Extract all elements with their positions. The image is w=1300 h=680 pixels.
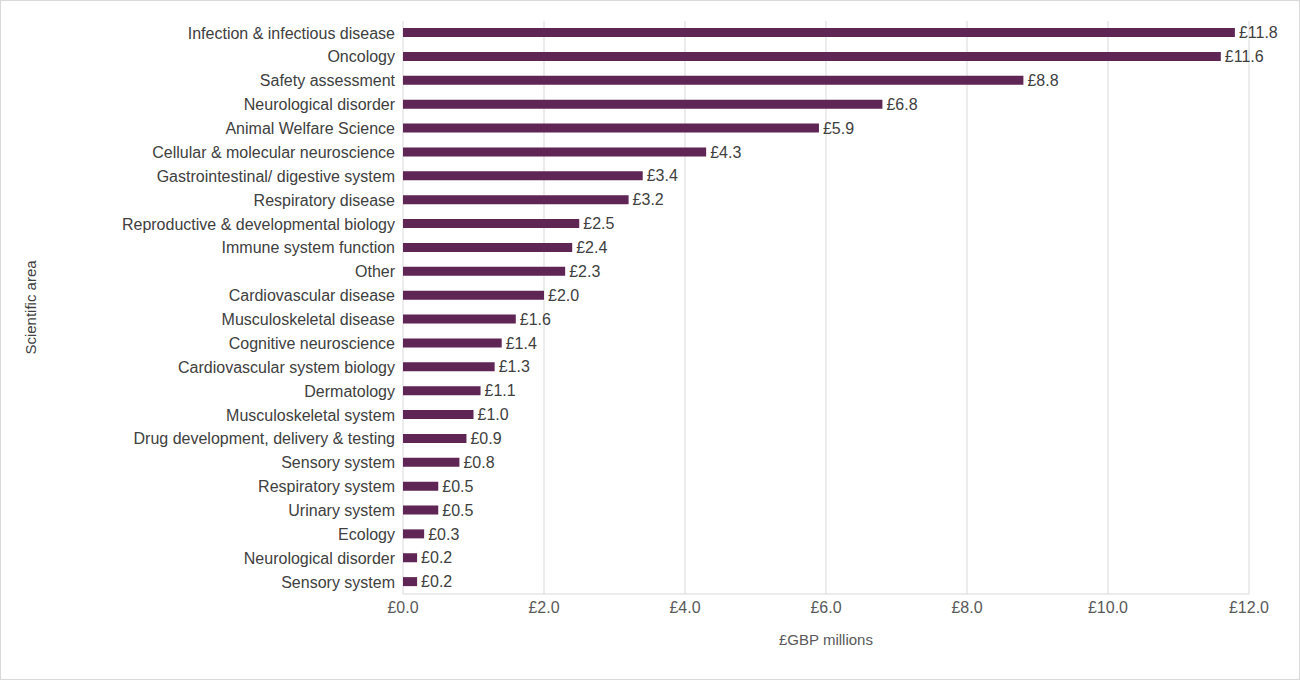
svg-text:Other: Other (355, 263, 396, 280)
svg-text:£10.0: £10.0 (1088, 599, 1128, 616)
svg-text:Safety assessment: Safety assessment (260, 72, 396, 89)
svg-text:£0.8: £0.8 (463, 454, 494, 471)
svg-text:£2.0: £2.0 (548, 287, 579, 304)
svg-text:Oncology: Oncology (327, 48, 395, 65)
svg-text:Animal Welfare Science: Animal Welfare Science (225, 120, 395, 137)
svg-text:Musculoskeletal disease: Musculoskeletal disease (222, 311, 396, 328)
svg-text:Urinary system: Urinary system (288, 502, 395, 519)
svg-text:£12.0: £12.0 (1229, 599, 1269, 616)
svg-text:£0.5: £0.5 (442, 502, 473, 519)
svg-text:Ecology: Ecology (338, 526, 395, 543)
svg-text:£0.2: £0.2 (421, 573, 452, 590)
svg-text:Respiratory disease: Respiratory disease (254, 192, 396, 209)
svg-text:£2.0: £2.0 (528, 599, 559, 616)
svg-text:Musculoskeletal system: Musculoskeletal system (226, 407, 395, 424)
svg-text:£3.2: £3.2 (633, 191, 664, 208)
svg-text:£0.5: £0.5 (442, 478, 473, 495)
svg-text:Respiratory system: Respiratory system (258, 478, 395, 495)
svg-text:£1.3: £1.3 (499, 358, 530, 375)
svg-text:Cellular & molecular neuroscie: Cellular & molecular neuroscience (152, 144, 395, 161)
svg-text:£0.3: £0.3 (428, 526, 459, 543)
svg-text:Scientific area: Scientific area (22, 260, 39, 355)
svg-text:Cardiovascular disease: Cardiovascular disease (229, 287, 395, 304)
svg-text:Dermatology: Dermatology (304, 383, 395, 400)
svg-text:Neurological disorder: Neurological disorder (244, 550, 396, 567)
svg-text:Immune system function: Immune system function (222, 239, 395, 256)
svg-text:£5.9: £5.9 (823, 120, 854, 137)
svg-text:£11.8: £11.8 (1239, 24, 1278, 41)
svg-text:£GBP millions: £GBP millions (779, 631, 873, 648)
svg-text:£4.3: £4.3 (710, 144, 741, 161)
svg-text:£1.4: £1.4 (506, 335, 537, 352)
svg-text:£2.5: £2.5 (583, 215, 614, 232)
svg-text:£2.3: £2.3 (569, 263, 600, 280)
svg-text:Sensory system: Sensory system (281, 454, 395, 471)
svg-text:£1.6: £1.6 (520, 311, 551, 328)
svg-text:£0.2: £0.2 (421, 549, 452, 566)
svg-text:Neurological disorder: Neurological disorder (244, 96, 396, 113)
svg-text:Cardiovascular system biology: Cardiovascular system biology (178, 359, 395, 376)
svg-text:Sensory system: Sensory system (281, 574, 395, 591)
svg-text:£2.4: £2.4 (576, 239, 607, 256)
svg-text:£6.8: £6.8 (886, 96, 917, 113)
svg-text:£8.0: £8.0 (951, 599, 982, 616)
svg-text:£6.0: £6.0 (810, 599, 841, 616)
svg-text:£1.1: £1.1 (485, 382, 516, 399)
svg-text:Cognitive neuroscience: Cognitive neuroscience (229, 335, 395, 352)
svg-text:£3.4: £3.4 (647, 167, 678, 184)
svg-text:£4.0: £4.0 (669, 599, 700, 616)
svg-text:Infection & infectious disease: Infection & infectious disease (188, 25, 395, 42)
svg-text:£1.0: £1.0 (478, 406, 509, 423)
svg-text:Gastrointestinal/ digestive sy: Gastrointestinal/ digestive system (157, 168, 395, 185)
svg-text:£0.9: £0.9 (470, 430, 501, 447)
svg-text:£8.8: £8.8 (1027, 72, 1058, 89)
svg-text:£0.0: £0.0 (387, 599, 418, 616)
svg-text:Drug development, delivery & t: Drug development, delivery & testing (134, 430, 395, 447)
svg-text:Reproductive & developmental b: Reproductive & developmental biology (122, 216, 395, 233)
svg-text:£11.6: £11.6 (1225, 48, 1264, 65)
